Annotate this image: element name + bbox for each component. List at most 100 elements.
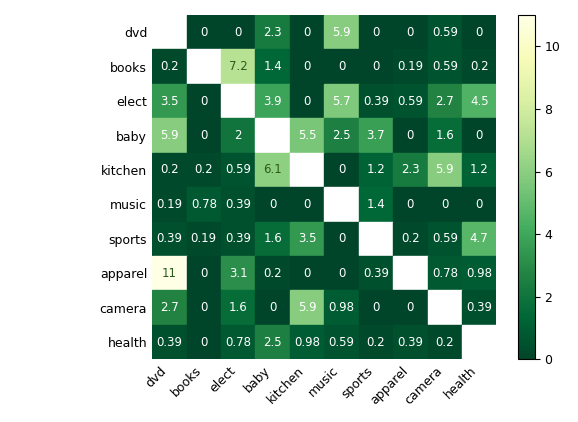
Bar bbox=[152, 256, 187, 290]
Bar bbox=[359, 15, 393, 49]
Bar bbox=[221, 153, 255, 187]
Text: 0.39: 0.39 bbox=[156, 335, 182, 349]
Text: 0.78: 0.78 bbox=[191, 198, 217, 211]
Text: 1.6: 1.6 bbox=[435, 129, 454, 142]
Bar bbox=[187, 325, 221, 360]
Text: 3.5: 3.5 bbox=[298, 233, 316, 245]
Text: 4.5: 4.5 bbox=[470, 95, 488, 108]
Text: 3.7: 3.7 bbox=[366, 129, 386, 142]
Bar bbox=[221, 187, 255, 222]
Bar bbox=[255, 153, 290, 187]
Bar bbox=[221, 290, 255, 325]
Text: 5.9: 5.9 bbox=[160, 129, 179, 142]
Text: 0.2: 0.2 bbox=[470, 60, 488, 73]
Bar bbox=[428, 118, 462, 153]
Bar bbox=[324, 290, 359, 325]
Text: 3.9: 3.9 bbox=[264, 95, 282, 108]
Text: 2.3: 2.3 bbox=[401, 163, 420, 176]
Text: 4.7: 4.7 bbox=[470, 233, 488, 245]
Bar bbox=[187, 256, 221, 290]
Bar bbox=[324, 84, 359, 118]
Text: 0: 0 bbox=[235, 26, 242, 39]
Bar bbox=[462, 256, 497, 290]
Text: 0: 0 bbox=[303, 26, 311, 39]
Bar bbox=[152, 222, 187, 256]
Text: 5.7: 5.7 bbox=[332, 95, 351, 108]
Text: 0.98: 0.98 bbox=[328, 301, 354, 314]
Bar bbox=[255, 187, 290, 222]
Text: 0.39: 0.39 bbox=[225, 198, 251, 211]
Text: 0: 0 bbox=[269, 301, 276, 314]
Text: 0.59: 0.59 bbox=[432, 233, 458, 245]
Text: 0.19: 0.19 bbox=[191, 233, 217, 245]
Bar bbox=[187, 15, 221, 49]
Bar bbox=[324, 222, 359, 256]
Bar bbox=[428, 256, 462, 290]
Bar bbox=[462, 49, 497, 84]
Text: 0.39: 0.39 bbox=[397, 335, 423, 349]
Bar bbox=[359, 222, 393, 256]
Text: 0: 0 bbox=[338, 60, 345, 73]
Text: 0: 0 bbox=[269, 198, 276, 211]
Bar bbox=[290, 222, 324, 256]
Text: 5.5: 5.5 bbox=[298, 129, 316, 142]
Text: 1.2: 1.2 bbox=[366, 163, 386, 176]
Text: 0: 0 bbox=[200, 301, 208, 314]
Text: 0.59: 0.59 bbox=[432, 60, 458, 73]
Bar bbox=[393, 84, 428, 118]
Text: 3.5: 3.5 bbox=[160, 95, 179, 108]
Text: 2.7: 2.7 bbox=[160, 301, 179, 314]
Bar bbox=[255, 15, 290, 49]
Bar bbox=[393, 256, 428, 290]
Bar bbox=[255, 222, 290, 256]
Text: 5.9: 5.9 bbox=[298, 301, 316, 314]
Text: 0.2: 0.2 bbox=[194, 163, 213, 176]
Bar bbox=[152, 325, 187, 360]
Bar bbox=[152, 118, 187, 153]
Bar bbox=[428, 290, 462, 325]
Text: 5.9: 5.9 bbox=[332, 26, 351, 39]
Bar bbox=[428, 49, 462, 84]
Bar bbox=[359, 256, 393, 290]
Text: 0: 0 bbox=[303, 95, 311, 108]
Bar bbox=[221, 222, 255, 256]
Text: 0.78: 0.78 bbox=[432, 267, 458, 280]
Bar bbox=[187, 187, 221, 222]
Bar bbox=[359, 153, 393, 187]
Bar bbox=[221, 49, 255, 84]
Text: 0: 0 bbox=[200, 267, 208, 280]
Bar bbox=[462, 325, 497, 360]
Bar bbox=[359, 187, 393, 222]
Bar bbox=[290, 49, 324, 84]
Text: 0.39: 0.39 bbox=[466, 301, 492, 314]
Bar bbox=[152, 290, 187, 325]
Text: 0.19: 0.19 bbox=[156, 198, 183, 211]
Bar bbox=[393, 15, 428, 49]
Bar bbox=[393, 325, 428, 360]
Text: 0: 0 bbox=[303, 60, 311, 73]
Bar bbox=[393, 187, 428, 222]
Bar bbox=[428, 325, 462, 360]
Text: 0: 0 bbox=[338, 267, 345, 280]
Text: 0: 0 bbox=[476, 198, 483, 211]
Bar bbox=[290, 15, 324, 49]
Text: 0.39: 0.39 bbox=[225, 233, 251, 245]
Text: 0: 0 bbox=[303, 198, 311, 211]
Bar bbox=[152, 15, 187, 49]
Bar bbox=[290, 325, 324, 360]
Bar bbox=[359, 290, 393, 325]
Text: 0.2: 0.2 bbox=[160, 163, 179, 176]
Text: 0: 0 bbox=[407, 301, 414, 314]
Bar bbox=[255, 49, 290, 84]
Text: 0.98: 0.98 bbox=[294, 335, 320, 349]
Text: 0: 0 bbox=[338, 163, 345, 176]
Bar bbox=[359, 49, 393, 84]
Text: 5.9: 5.9 bbox=[435, 163, 454, 176]
Bar bbox=[324, 15, 359, 49]
Text: 0: 0 bbox=[338, 233, 345, 245]
Bar bbox=[255, 290, 290, 325]
Text: 2.5: 2.5 bbox=[332, 129, 351, 142]
Text: 7.2: 7.2 bbox=[229, 60, 247, 73]
Text: 0: 0 bbox=[200, 335, 208, 349]
Bar bbox=[324, 118, 359, 153]
